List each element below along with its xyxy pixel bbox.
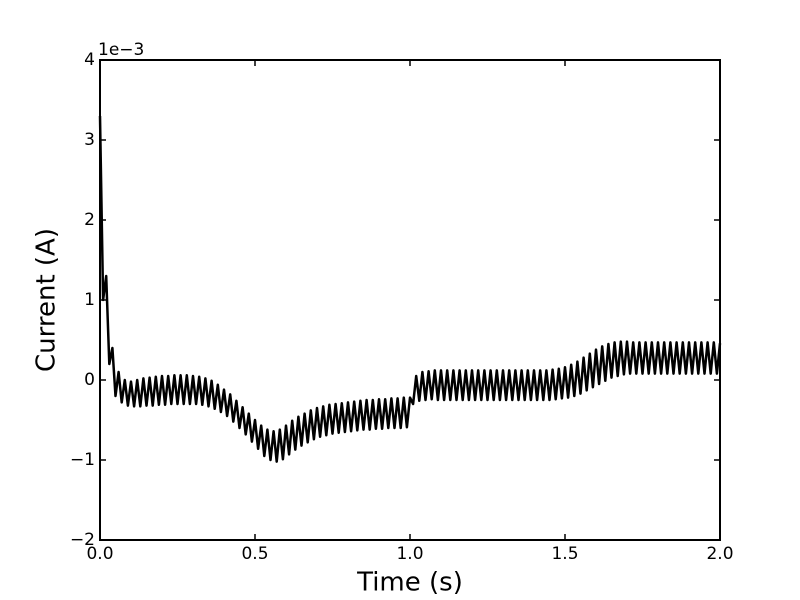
current-trace	[98, 115, 722, 463]
offset-label: 1e−3	[98, 40, 144, 60]
x-tick-label: 1.5	[551, 544, 578, 564]
y-tick-label: −1	[70, 450, 95, 470]
y-tick-label: 0	[84, 370, 95, 390]
x-tick-label: 0.5	[241, 544, 268, 564]
y-tick-label: 2	[84, 210, 95, 230]
y-axis-label: Current (A)	[32, 228, 62, 372]
x-tick-label: 0.0	[86, 544, 113, 564]
y-tick-label: 1	[84, 290, 95, 310]
y-tick-label: 3	[84, 130, 95, 150]
x-tick-label: 1.0	[396, 544, 423, 564]
x-tick-label: 2.0	[706, 544, 733, 564]
plot-area	[98, 115, 722, 463]
y-tick-label: −2	[70, 530, 95, 550]
x-axis-label: Time (s)	[356, 568, 463, 598]
y-tick-label: 4	[84, 50, 95, 70]
